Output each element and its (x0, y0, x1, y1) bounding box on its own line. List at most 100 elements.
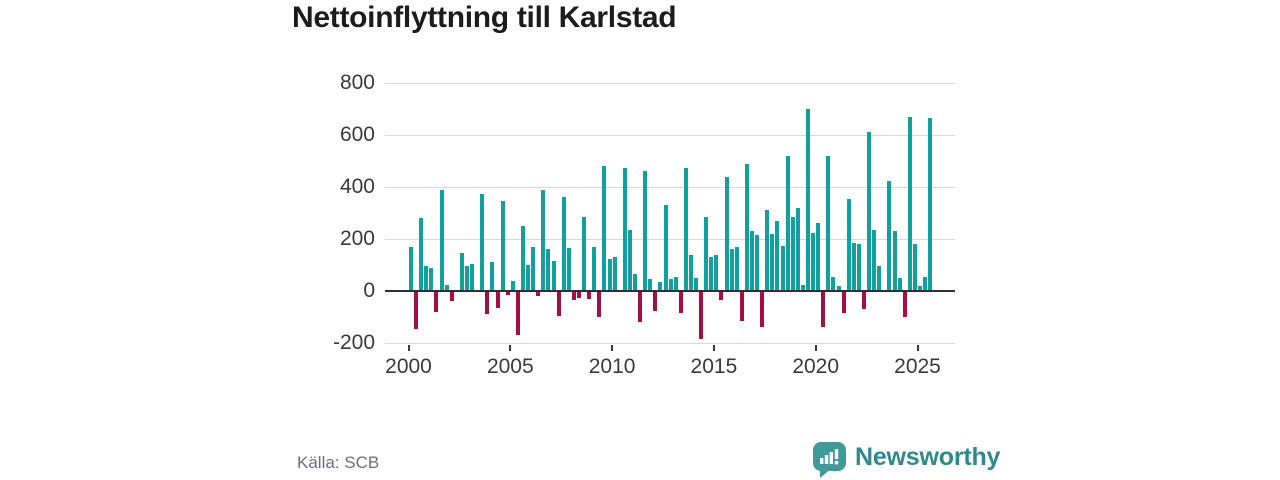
bar-2022-Q2 (862, 291, 866, 310)
bar-2006-Q4 (546, 249, 551, 291)
bar-2009-Q4 (607, 258, 612, 291)
bar-2024-Q3 (907, 116, 912, 291)
bar-2020-Q2 (821, 291, 826, 328)
newsworthy-logo-text: Newsworthy (855, 443, 1001, 471)
x-axis-label: 2015 (690, 355, 738, 378)
bar-2014-Q4 (709, 257, 714, 291)
gridline-600 (385, 134, 955, 136)
bar-2022-Q4 (872, 229, 877, 291)
bar-2007-Q4 (566, 248, 571, 291)
x-axis-tick (712, 345, 715, 351)
newsworthy-logo-icon (813, 442, 846, 478)
bar-2022-Q1 (856, 244, 861, 291)
bar-2020-Q4 (831, 276, 836, 291)
bar-2001-Q2 (434, 291, 439, 312)
bar-2021-Q3 (846, 198, 851, 291)
bar-2012-Q2 (658, 281, 663, 291)
bar-2013-Q2 (678, 291, 683, 314)
bar-2011-Q4 (648, 279, 653, 291)
bar-2008-Q3 (582, 216, 587, 291)
bar-2007-Q1 (551, 261, 556, 291)
bar-2017-Q3 (765, 210, 770, 291)
bar-2010-Q3 (622, 167, 627, 291)
bar-2015-Q3 (724, 176, 729, 291)
bar-2009-Q3 (602, 166, 607, 291)
bar-2013-Q1 (673, 276, 678, 291)
gridline--200 (385, 342, 955, 344)
bar-2004-Q2 (495, 291, 500, 308)
bar-2013-Q3 (683, 167, 688, 291)
bar-2003-Q4 (485, 291, 490, 315)
bar-2019-Q2 (800, 284, 805, 291)
bar-2016-Q2 (739, 291, 744, 321)
bar-2006-Q1 (531, 246, 536, 291)
bar-2000-Q4 (424, 266, 429, 291)
bar-2003-Q3 (480, 193, 485, 291)
bar-2015-Q2 (719, 291, 724, 301)
x-axis-label: 2020 (792, 355, 840, 378)
bar-2007-Q3 (561, 197, 566, 291)
bar-2006-Q2 (536, 291, 541, 297)
bar-2018-Q2 (780, 245, 785, 291)
bar-2001-Q4 (444, 284, 449, 291)
bar-2004-Q3 (500, 201, 505, 291)
bar-2011-Q2 (638, 291, 643, 323)
bar-2017-Q4 (770, 233, 775, 291)
y-axis-label: 800 (339, 71, 375, 94)
x-axis-tick (916, 345, 919, 351)
bar-2012-Q3 (663, 205, 668, 291)
bar-2012-Q1 (653, 291, 658, 311)
bar-2011-Q3 (643, 171, 648, 291)
bar-2018-Q1 (775, 220, 780, 291)
bar-2023-Q3 (887, 180, 892, 291)
bar-2000-Q1 (409, 246, 413, 291)
newsworthy-logo: Newsworthy (812, 441, 1000, 479)
x-axis-tick (814, 345, 817, 351)
y-axis-label: 200 (339, 227, 375, 250)
bar-2005-Q4 (526, 265, 531, 291)
bar-2023-Q1 (877, 266, 882, 291)
bar-2010-Q4 (627, 229, 632, 291)
source-text: Källa: SCB (297, 453, 380, 472)
zero-axis-line (385, 290, 955, 292)
bar-2004-Q1 (490, 262, 495, 291)
y-axis-label: 600 (339, 123, 375, 146)
x-axis-label: 2025 (894, 355, 941, 378)
x-axis-tick (611, 345, 614, 351)
gridline-800 (385, 82, 955, 84)
bar-2001-Q1 (429, 267, 434, 291)
bar-2011-Q1 (632, 274, 637, 291)
bar-2012-Q4 (668, 279, 673, 291)
bar-2020-Q3 (826, 155, 831, 291)
bar-2002-Q1 (449, 291, 454, 302)
bar-2021-Q4 (851, 242, 856, 291)
x-axis-tick (407, 345, 410, 351)
bar-2008-Q2 (576, 291, 581, 298)
bar-2020-Q1 (816, 223, 821, 291)
bar-2010-Q1 (612, 257, 617, 291)
bar-2025-Q2 (923, 276, 928, 291)
bar-2016-Q3 (744, 163, 749, 291)
bar-2018-Q3 (785, 155, 790, 291)
bar-2005-Q3 (520, 226, 525, 291)
bar-2005-Q1 (510, 280, 515, 291)
x-axis-label: 2010 (588, 355, 636, 378)
bar-2024-Q2 (902, 291, 907, 317)
bar-2009-Q2 (597, 291, 602, 317)
x-axis-label: 2005 (486, 355, 534, 378)
bar-2025-Q3 (928, 118, 933, 291)
bar-2019-Q4 (811, 232, 816, 291)
bar-2025-Q1 (918, 285, 922, 291)
gridline-200 (385, 238, 955, 240)
bar-2002-Q4 (464, 266, 469, 291)
bar-2015-Q4 (729, 249, 734, 291)
bar-2024-Q1 (897, 278, 902, 291)
bar-2014-Q1 (694, 278, 699, 291)
bar-2000-Q2 (414, 291, 419, 329)
bar-2023-Q4 (892, 231, 897, 291)
bar-2018-Q4 (790, 216, 795, 291)
bar-2014-Q2 (699, 291, 704, 340)
bar-2022-Q3 (867, 132, 872, 291)
bar-2019-Q1 (795, 207, 800, 291)
